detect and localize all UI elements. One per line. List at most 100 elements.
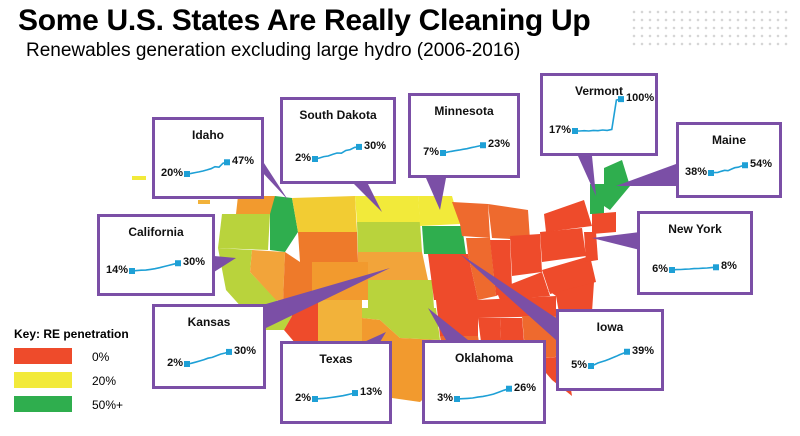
start-value-vermont: 17% <box>548 124 571 136</box>
sparkline-start-point-california <box>129 268 135 274</box>
sparkline-vermont <box>572 96 624 134</box>
inset-title-texas: Texas <box>319 352 353 366</box>
sparkline-end-point-maine <box>742 162 748 169</box>
inset-maine: Maine 38% 54% <box>676 122 782 198</box>
sparkline-line-maine <box>710 164 746 174</box>
pointer-vermont <box>578 156 596 196</box>
sparkline-line-new-york <box>671 266 717 271</box>
sparkline-start-point-vermont <box>572 128 578 134</box>
sparkline-line-vermont <box>575 98 622 132</box>
start-value-texas: 2% <box>295 392 311 404</box>
sparkline-end-point-california <box>175 260 181 267</box>
state-montana <box>292 196 357 232</box>
sparkline-start-point-oklahoma <box>454 396 460 402</box>
inset-title-iowa: Iowa <box>596 320 624 334</box>
state-virginia <box>542 256 596 294</box>
sparkline-end-point-idaho <box>224 159 230 166</box>
inset-idaho: Idaho 20% 47% <box>152 117 264 199</box>
end-value-new-york: 8% <box>721 260 737 273</box>
sparkline-minnesota <box>440 142 486 156</box>
start-value-california: 14% <box>105 264 128 276</box>
state-new-jersey-md <box>584 232 598 262</box>
sparkline-line-minnesota <box>442 144 484 154</box>
state-iowa <box>422 226 466 254</box>
state-oklahoma <box>362 308 440 340</box>
chart-title: Some U.S. States Are Really Cleaning Up <box>18 4 591 37</box>
sparkline-maine <box>708 162 748 176</box>
pointer-maine <box>616 164 676 186</box>
state-wisconsin <box>452 202 490 238</box>
state-wyoming <box>298 232 358 262</box>
start-value-oklahoma: 3% <box>437 392 453 404</box>
inset-title-new-york: New York <box>668 222 722 236</box>
inset-title-oklahoma: Oklahoma <box>454 351 514 365</box>
sparkline-start-point-south-dakota <box>312 156 318 162</box>
state-maine <box>604 160 630 210</box>
sparkline-end-point-vermont <box>618 96 624 103</box>
legend-swatch-2 <box>14 396 72 412</box>
legend-label-0: 0% <box>92 350 110 364</box>
state-minnesota <box>418 196 460 226</box>
end-value-california: 30% <box>183 256 206 269</box>
start-value-idaho: 20% <box>160 167 183 179</box>
sparkline-end-point-minnesota <box>480 142 486 149</box>
sparkline-california <box>129 260 181 274</box>
legend-swatch-0 <box>14 348 72 364</box>
sparkline-new-york <box>669 264 719 273</box>
pointer-minnesota <box>426 178 446 210</box>
state-missouri <box>428 254 478 300</box>
state-michigan <box>488 204 530 240</box>
state-oregon <box>218 214 270 250</box>
sparkline-end-point-south-dakota <box>356 143 362 150</box>
inset-texas: Texas 2% 13% <box>280 341 392 424</box>
inset-title-south-dakota: South Dakota <box>299 108 377 122</box>
start-value-new-york: 6% <box>652 263 668 275</box>
end-value-texas: 13% <box>360 386 383 399</box>
inset-title-minnesota: Minnesota <box>434 104 494 118</box>
sparkline-start-point-minnesota <box>440 150 446 156</box>
sparkline-start-point-kansas <box>184 361 190 367</box>
sparkline-start-point-new-york <box>669 267 675 273</box>
pointer-iowa <box>460 254 556 340</box>
pointer-oklahoma <box>428 308 468 340</box>
state-new-england <box>592 212 616 234</box>
state-vermont-nh <box>590 184 604 214</box>
sparkline-line-kansas <box>186 351 230 365</box>
sparkline-end-point-iowa <box>624 348 630 355</box>
sparkline-line-texas <box>314 392 356 400</box>
inset-vermont: Vermont 17% 100% <box>540 73 658 156</box>
start-value-minnesota: 7% <box>423 146 439 158</box>
state-nevada <box>250 250 285 302</box>
pointer-south-dakota <box>354 184 382 212</box>
sparkline-idaho <box>184 159 230 177</box>
end-value-oklahoma: 26% <box>514 381 537 394</box>
inset-title-maine: Maine <box>711 133 746 147</box>
inset-title-idaho: Idaho <box>192 128 224 142</box>
state-kansas <box>368 280 434 308</box>
sparkline-end-point-texas <box>352 390 358 397</box>
inset-california: California 14% 30% <box>97 214 215 296</box>
pointer-texas <box>364 332 386 342</box>
sparkline-line-south-dakota <box>314 146 360 160</box>
legend-label-2: 50%+ <box>92 398 124 412</box>
end-value-south-dakota: 30% <box>364 139 387 152</box>
pointer-california <box>214 256 236 272</box>
state-new-mexico <box>318 300 362 348</box>
sparkline-end-point-oklahoma <box>506 385 512 392</box>
legend-swatch-1 <box>14 372 72 388</box>
sparkline-line-iowa <box>590 351 628 367</box>
start-value-maine: 38% <box>684 166 707 178</box>
state-texas <box>340 318 446 402</box>
end-value-minnesota: 23% <box>488 138 511 151</box>
inset-minnesota: Minnesota 7% 23% <box>408 93 520 178</box>
sparkline-start-point-iowa <box>588 363 594 369</box>
sparkline-iowa <box>588 348 630 369</box>
sparkline-line-idaho <box>186 161 228 175</box>
state-pennsylvania <box>540 228 586 262</box>
decorative-dot-pattern <box>630 8 790 48</box>
state-south-dakota <box>357 222 422 252</box>
sparkline-texas <box>312 390 358 402</box>
inset-title-california: California <box>128 225 184 239</box>
start-value-iowa: 5% <box>571 359 587 371</box>
pointer-idaho <box>262 160 288 200</box>
